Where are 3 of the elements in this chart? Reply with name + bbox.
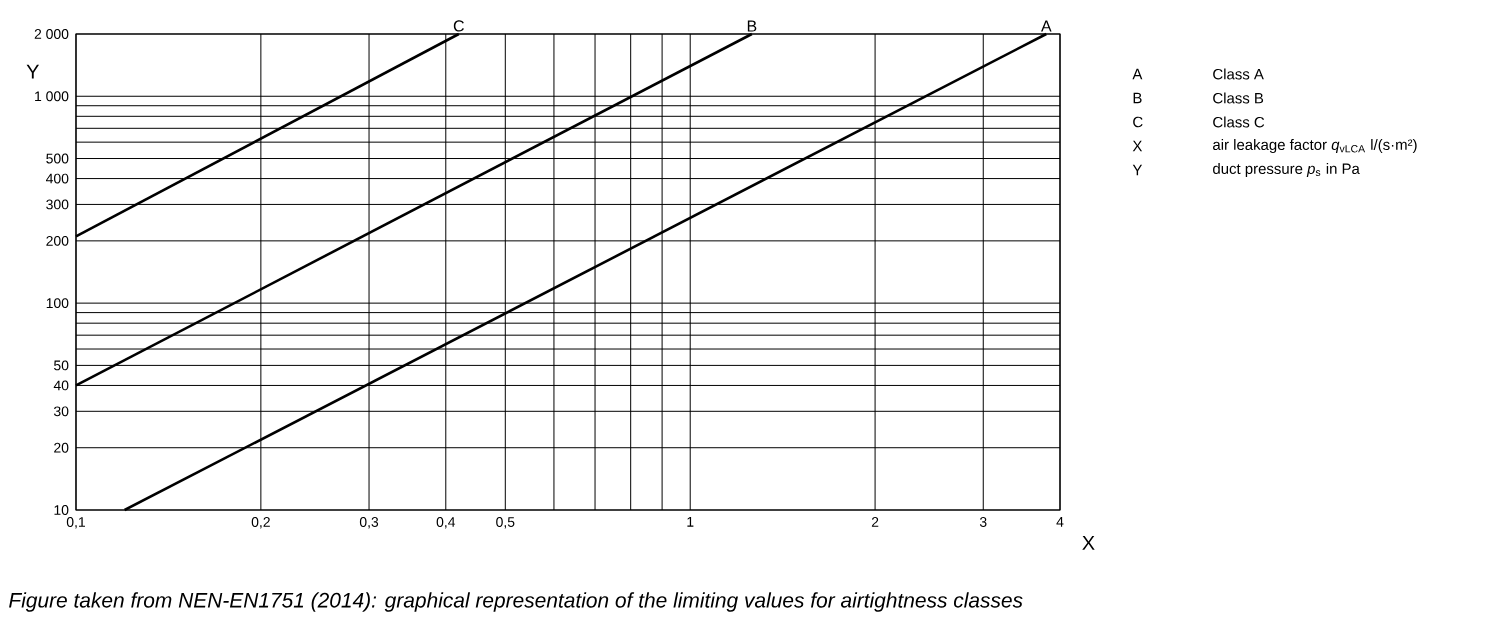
text: Figure taken from NEN-EN1751 (2014): graphical representation of the limiting values for airtightness classes [9,592,1023,612]
x-axis-title: X [1082,536,1095,550]
y-axis-title: Y [26,64,40,79]
